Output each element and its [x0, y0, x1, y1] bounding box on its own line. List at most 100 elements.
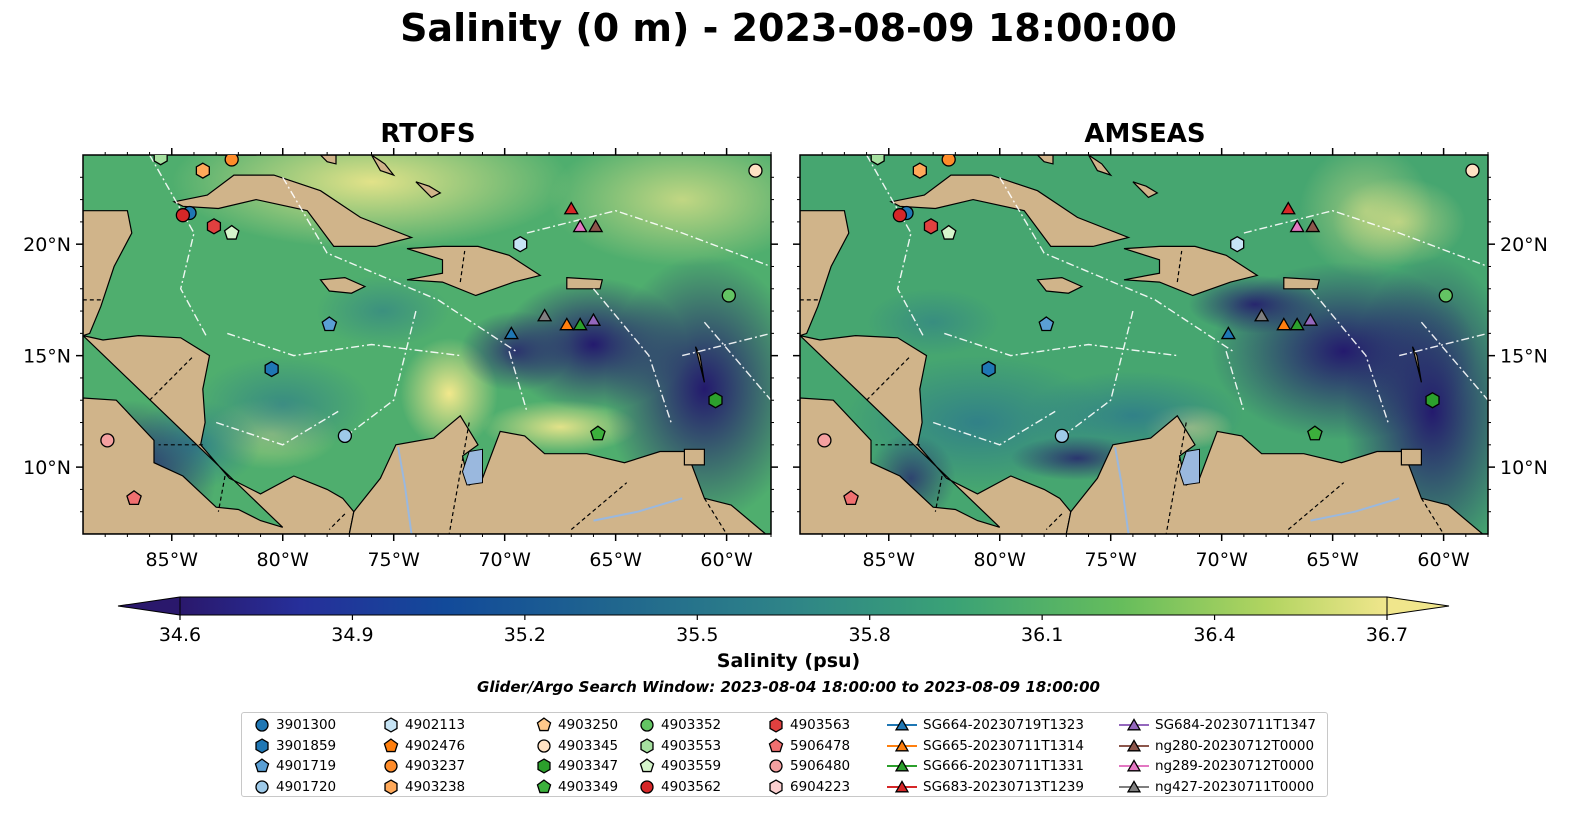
- country-border: [1165, 422, 1187, 534]
- legend-symbol: [769, 717, 783, 733]
- station-marker: [585, 312, 602, 326]
- legend-marker-icon: [894, 779, 910, 792]
- colorbar-tick-label: 34.6: [159, 624, 201, 646]
- legend-symbol: [887, 759, 917, 772]
- legend-label: 4903347: [558, 758, 619, 774]
- station-marker: [1305, 219, 1321, 233]
- legend-item: ng427-20230711T0000: [1119, 777, 1314, 797]
- lon-tick-label: 75°W: [367, 549, 420, 571]
- legend-label: ng427-20230711T0000: [1155, 778, 1315, 795]
- legend-marker-icon: [536, 717, 552, 732]
- legend-label: 4903237: [405, 758, 466, 774]
- land-puertorico: [566, 276, 604, 290]
- lon-tick-label: 70°W: [478, 549, 531, 571]
- land-cuba: [172, 174, 414, 247]
- legend-item: 4903347: [536, 756, 618, 776]
- station-marker: [126, 490, 142, 506]
- legend-label: 4902113: [405, 717, 466, 733]
- eez-boundary: [282, 176, 517, 352]
- country-border: [328, 513, 346, 530]
- station-marker: [513, 235, 528, 253]
- legend-marker-icon: [1126, 718, 1142, 731]
- country-border: [459, 250, 466, 283]
- river: [1114, 446, 1130, 534]
- legend-item: 4902113: [383, 715, 465, 735]
- station-marker: [224, 155, 239, 167]
- legend-marker-icon: [640, 718, 654, 732]
- legend-marker-icon: [768, 737, 784, 752]
- legend-item: 4901720: [254, 777, 336, 797]
- station-marker: [559, 317, 575, 331]
- legend-marker-icon: [1126, 779, 1142, 792]
- legend-item: 4901719: [254, 756, 336, 776]
- station-marker: [940, 224, 957, 240]
- legend-label: 4902476: [405, 737, 466, 754]
- legend-symbol: [1119, 738, 1149, 751]
- station-marker: [912, 162, 927, 179]
- colorbar-tick-label: 35.8: [849, 624, 891, 646]
- legend-marker-icon: [537, 738, 551, 753]
- eez-boundary: [1225, 351, 1245, 412]
- colorbar-extend-low: [117, 596, 181, 616]
- eez-boundary: [703, 321, 771, 401]
- legend-symbol: [640, 779, 654, 794]
- legend-marker-icon: [537, 758, 551, 774]
- eez-boundary: [592, 288, 672, 423]
- station-marker: [100, 433, 115, 448]
- station-marker: [223, 224, 240, 240]
- legend-label: 4903345: [558, 737, 619, 754]
- legend-label: 3901300: [276, 717, 337, 733]
- legend-item: 4903352: [639, 715, 721, 735]
- country-border: [1287, 482, 1345, 530]
- station-marker: [1230, 235, 1245, 253]
- legend-symbol: [536, 717, 552, 732]
- legend-item: 3901859: [254, 736, 336, 756]
- map-frame: [799, 154, 1489, 535]
- land-jamaica: [319, 276, 367, 294]
- map-panel-amseas: 85°W 80°W 75°W 70°W 65°W 60°W 20°N 15°N 10°N: [793, 148, 1548, 571]
- legend-item: SG664-20230719T1323: [887, 715, 1084, 735]
- lat-tick-label: 20°N: [23, 234, 71, 256]
- country-border: [866, 355, 912, 401]
- station-marker: [1254, 308, 1270, 322]
- legend-label: 4901719: [276, 758, 337, 774]
- land-trinidad: [1400, 448, 1423, 466]
- lake-maracaibo: [1178, 448, 1200, 486]
- figure-title: Salinity (0 m) - 2023-08-09 18:00:00: [400, 6, 1177, 50]
- lon-tick-label: 80°W: [257, 549, 310, 571]
- legend-label: 4903250: [558, 717, 619, 733]
- lat-tick-label: 20°N: [1500, 234, 1548, 256]
- legend-symbol: [887, 738, 917, 751]
- legend-marker-icon: [894, 738, 910, 751]
- legend-marker-icon: [384, 778, 398, 795]
- station-marker: [748, 163, 763, 178]
- station-marker: [153, 155, 168, 166]
- colorbar-tick-label: 35.2: [504, 624, 546, 646]
- station-marker: [563, 201, 579, 215]
- station-marker: [981, 360, 996, 378]
- legend-symbol: [640, 737, 654, 754]
- colorbar-tick-label: 36.7: [1366, 624, 1408, 646]
- eez-boundary: [1309, 288, 1389, 423]
- land-florida: [934, 155, 975, 156]
- legend-marker-icon: [894, 759, 910, 772]
- colorbar-tick-label: 36.1: [1021, 624, 1063, 646]
- legend-label: SG665-20230711T1314: [923, 737, 1084, 754]
- legend-symbol: [537, 738, 551, 753]
- country-border: [448, 422, 470, 534]
- eez-boundary: [944, 332, 1178, 357]
- legend-symbol: [768, 737, 784, 752]
- legend-symbol: [383, 737, 399, 752]
- land-lesser1: [1411, 346, 1422, 383]
- map-panel-rtofs: 85°W 80°W 75°W 70°W 65°W 60°W 20°N 15°N 10°N: [23, 148, 778, 571]
- eez-boundary: [526, 209, 771, 268]
- land-puertorico: [1283, 276, 1321, 290]
- station-marker: [1465, 163, 1480, 178]
- lat-tick-label: 15°N: [23, 346, 71, 368]
- legend-label: 4903349: [558, 778, 619, 795]
- legend-symbol: [1119, 718, 1149, 731]
- legend-marker-icon: [384, 759, 398, 773]
- legend-symbol: [769, 778, 783, 795]
- eez-boundary: [508, 351, 528, 412]
- station-marker: [843, 490, 859, 506]
